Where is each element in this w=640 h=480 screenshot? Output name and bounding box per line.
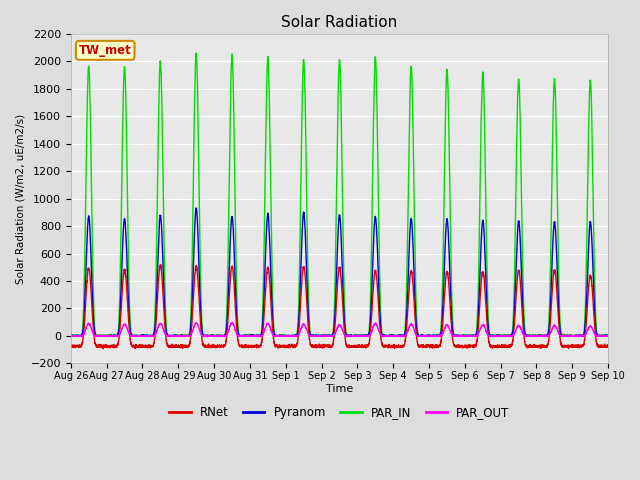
RNet (460, 344, 468, 350)
Pyranom (163, 333, 171, 338)
Line: RNet: RNet (71, 264, 608, 348)
Pyranom (604, 333, 612, 339)
PAR_IN (67, 333, 75, 339)
PAR_OUT (430, 333, 438, 339)
PAR_IN (491, 333, 499, 338)
X-axis label: Time: Time (326, 384, 353, 394)
Line: PAR_OUT: PAR_OUT (71, 323, 608, 336)
PAR_OUT (460, 333, 468, 338)
PAR_IN (319, 333, 327, 339)
PAR_IN (604, 333, 611, 339)
RNet (491, 343, 499, 349)
PAR_IN (164, 333, 172, 338)
RNet (604, 343, 611, 348)
PAR_IN (604, 333, 612, 338)
PAR_IN (193, 50, 200, 56)
Pyranom (67, 333, 75, 339)
Pyranom (193, 205, 200, 211)
PAR_OUT (228, 320, 236, 325)
Title: Solar Radiation: Solar Radiation (282, 15, 397, 30)
RNet (430, 344, 438, 350)
Pyranom (319, 333, 327, 339)
Y-axis label: Solar Radiation (W/m2, uE/m2/s): Solar Radiation (W/m2, uE/m2/s) (15, 114, 25, 284)
PAR_OUT (490, 333, 498, 339)
PAR_OUT (319, 333, 327, 339)
RNet (99, 346, 107, 351)
Pyranom (460, 333, 468, 339)
RNet (319, 343, 327, 349)
PAR_OUT (604, 333, 612, 338)
Line: PAR_IN: PAR_IN (71, 53, 608, 336)
PAR_OUT (604, 333, 611, 339)
RNet (67, 344, 75, 349)
PAR_OUT (67, 333, 75, 339)
Text: TW_met: TW_met (79, 44, 132, 57)
PAR_IN (430, 333, 438, 339)
PAR_IN (460, 333, 468, 339)
RNet (157, 262, 164, 267)
Legend: RNet, Pyranom, PAR_IN, PAR_OUT: RNet, Pyranom, PAR_IN, PAR_OUT (164, 401, 515, 423)
Line: Pyranom: Pyranom (71, 208, 608, 336)
Pyranom (430, 333, 438, 338)
Pyranom (604, 333, 611, 338)
RNet (604, 342, 612, 348)
PAR_IN (67, 332, 75, 338)
PAR_OUT (163, 333, 171, 339)
RNet (164, 341, 172, 347)
Pyranom (490, 333, 498, 338)
